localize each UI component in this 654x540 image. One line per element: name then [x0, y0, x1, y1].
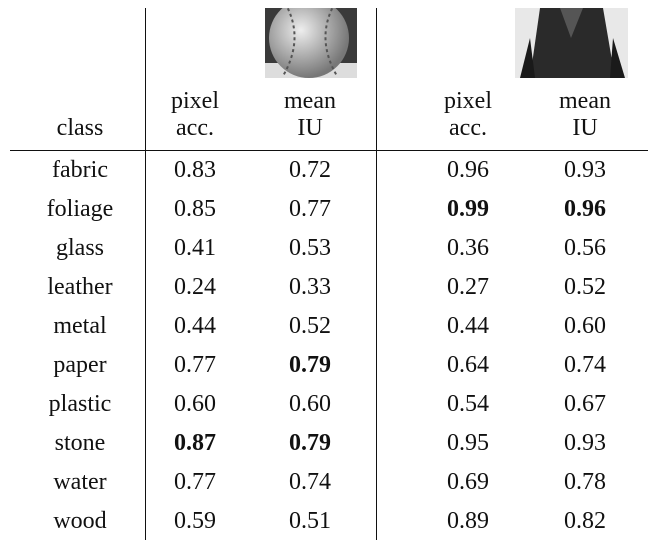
value-cell: 0.59 [174, 509, 216, 533]
value-cell: 0.41 [174, 236, 216, 260]
value-cell: 0.60 [564, 314, 606, 338]
value-cell: 0.77 [174, 470, 216, 494]
header-cell: pixel [444, 89, 492, 113]
value-cell: 0.74 [289, 470, 331, 494]
header-cell: mean [284, 89, 336, 113]
header-cell: mean [559, 89, 611, 113]
class-cell: stone [55, 431, 106, 455]
baseball-image [265, 8, 357, 78]
value-cell: 0.93 [564, 158, 606, 182]
value-cell: 0.67 [564, 392, 606, 416]
group-rule [376, 8, 377, 540]
value-cell: 0.96 [447, 158, 489, 182]
value-cell: 0.64 [447, 353, 489, 377]
value-cell: 0.69 [447, 470, 489, 494]
header-cell: acc. [449, 116, 487, 140]
value-cell: 0.77 [174, 353, 216, 377]
value-cell: 0.89 [447, 509, 489, 533]
header-rule [10, 150, 648, 151]
value-cell: 0.36 [447, 236, 489, 260]
value-cell: 0.78 [564, 470, 606, 494]
value-cell: 0.99 [447, 197, 489, 221]
class-cell: paper [53, 353, 106, 377]
value-cell: 0.60 [289, 392, 331, 416]
column-rule [145, 8, 146, 540]
value-cell: 0.82 [564, 509, 606, 533]
value-cell: 0.83 [174, 158, 216, 182]
class-cell: plastic [49, 392, 112, 416]
value-cell: 0.93 [564, 431, 606, 455]
value-cell: 0.95 [447, 431, 489, 455]
value-cell: 0.53 [289, 236, 331, 260]
value-cell: 0.56 [564, 236, 606, 260]
value-cell: 0.44 [174, 314, 216, 338]
class-cell: metal [53, 314, 106, 338]
value-cell: 0.52 [564, 275, 606, 299]
header-cell: class [57, 116, 104, 140]
header-cell: IU [572, 116, 597, 140]
header-cell: acc. [176, 116, 214, 140]
value-cell: 0.51 [289, 509, 331, 533]
value-cell: 0.72 [289, 158, 331, 182]
class-cell: glass [56, 236, 104, 260]
value-cell: 0.60 [174, 392, 216, 416]
class-cell: fabric [52, 158, 108, 182]
value-cell: 0.85 [174, 197, 216, 221]
value-cell: 0.54 [447, 392, 489, 416]
class-cell: foliage [47, 197, 114, 221]
header-cell: IU [297, 116, 322, 140]
value-cell: 0.79 [289, 353, 331, 377]
value-cell: 0.77 [289, 197, 331, 221]
value-cell: 0.33 [289, 275, 331, 299]
value-cell: 0.87 [174, 431, 216, 455]
value-cell: 0.74 [564, 353, 606, 377]
value-cell: 0.79 [289, 431, 331, 455]
class-cell: water [53, 470, 106, 494]
class-cell: leather [47, 275, 112, 299]
header-cell: pixel [171, 89, 219, 113]
value-cell: 0.52 [289, 314, 331, 338]
jacket-image [515, 8, 628, 78]
value-cell: 0.27 [447, 275, 489, 299]
table-page: class pixel acc. mean IU pixel acc. mean IU fabri… [0, 0, 654, 540]
value-cell: 0.24 [174, 275, 216, 299]
class-cell: wood [53, 509, 106, 533]
value-cell: 0.96 [564, 197, 606, 221]
value-cell: 0.44 [447, 314, 489, 338]
